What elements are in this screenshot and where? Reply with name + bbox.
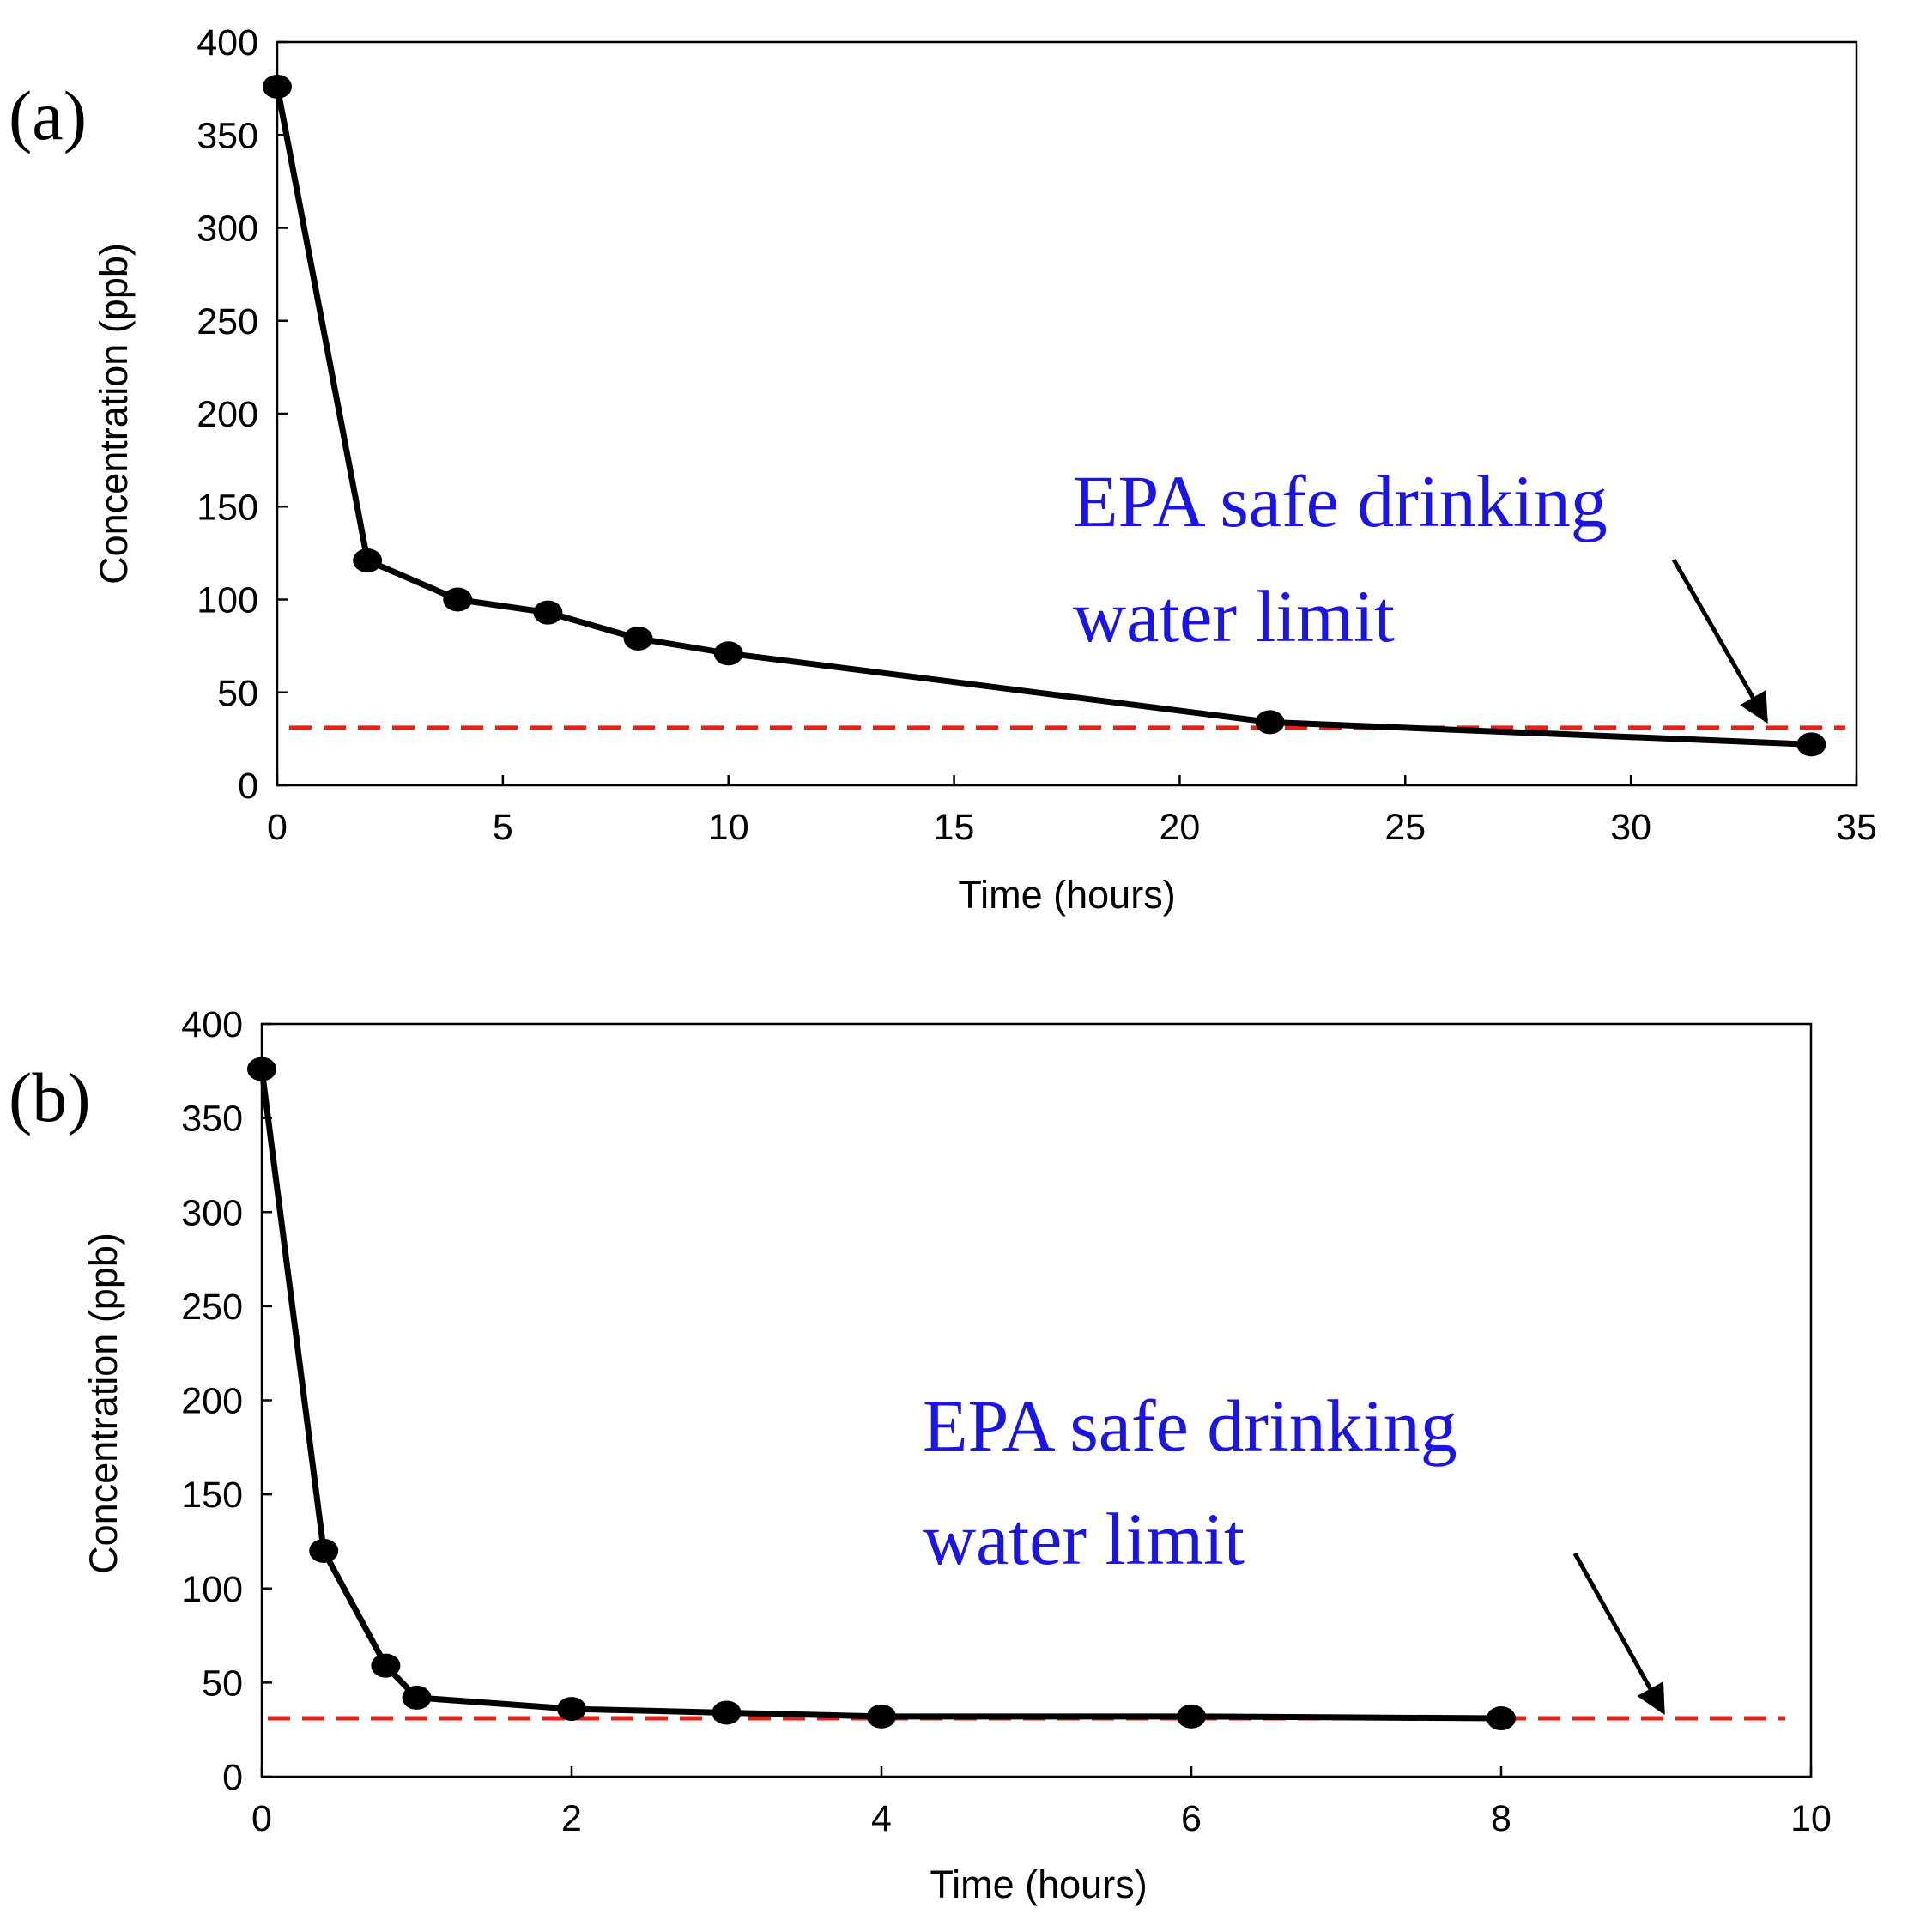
plot-frame (276, 40, 1858, 787)
x-tick-label: 6 (1181, 1798, 1202, 1839)
y-tick-label: 100 (181, 1569, 243, 1610)
data-point (557, 1697, 586, 1722)
y-tick-label: 50 (217, 673, 258, 714)
x-tick-label: 0 (251, 1798, 272, 1839)
y-axis-ticks: 0 50 100 150 200 250 300 350 400 (181, 1004, 272, 1798)
x-tick-label: 25 (1384, 807, 1426, 848)
y-axis-title: Concentration (ppb) (92, 243, 136, 584)
data-point (533, 600, 563, 625)
y-tick-label: 250 (197, 301, 258, 342)
y-tick-label: 350 (197, 115, 258, 156)
x-tick-label: 5 (493, 807, 513, 848)
x-tick-label: 35 (1836, 807, 1877, 848)
data-point (1487, 1706, 1516, 1731)
y-tick-label: 50 (202, 1662, 243, 1704)
x-tick-label: 20 (1160, 807, 1201, 848)
y-tick-label: 400 (181, 1004, 243, 1045)
data-point (713, 641, 743, 666)
x-axis-ticks: 0 5 10 15 20 25 30 35 (267, 775, 1877, 848)
x-axis-ticks: 0 2 4 6 8 10 (251, 1766, 1832, 1839)
y-tick-label: 200 (181, 1381, 243, 1422)
data-points (263, 74, 1826, 757)
data-point (247, 1057, 276, 1081)
annotation-line-2: water limit (1073, 575, 1395, 657)
data-point (263, 74, 292, 99)
x-axis-title: Time (hours) (958, 873, 1175, 917)
y-tick-label: 0 (222, 1757, 243, 1798)
y-axis-ticks: 0 50 100 150 200 250 300 350 400 (197, 22, 288, 807)
x-tick-label: 30 (1610, 807, 1651, 848)
y-tick-label: 300 (181, 1192, 243, 1233)
annotation-arrow (1671, 558, 1769, 724)
data-point (1255, 710, 1285, 735)
x-tick-label: 4 (871, 1798, 892, 1839)
chart-panel-b: (b) 0 50 100 150 200 250 300 350 400 0 2 4 6 8 10 Tim… (9, 1004, 1832, 1906)
data-point (1796, 732, 1826, 757)
x-tick-label: 10 (708, 807, 749, 848)
annotation-line-1: EPA safe drinking (1073, 460, 1608, 542)
panel-label: (a) (9, 76, 87, 154)
y-axis-title: Concentration (ppb) (82, 1232, 125, 1574)
x-tick-label: 2 (561, 1798, 582, 1839)
data-point (712, 1700, 742, 1725)
x-tick-label: 0 (267, 807, 288, 848)
data-point (309, 1538, 339, 1563)
y-tick-label: 100 (197, 580, 258, 621)
chart-panel-a: (a) 0 50 100 150 200 250 300 350 400 0 5 10 15 20 25 3… (9, 22, 1877, 917)
annotation-line-2: water limit (923, 1498, 1245, 1580)
y-tick-label: 400 (197, 22, 258, 64)
annotation-arrow (1572, 1552, 1666, 1716)
data-point (353, 548, 383, 573)
x-axis-title: Time (hours) (930, 1862, 1147, 1906)
data-point (443, 587, 473, 612)
annotation-line-1: EPA safe drinking (923, 1384, 1457, 1467)
y-tick-label: 300 (197, 209, 258, 250)
data-point (1177, 1704, 1206, 1729)
x-tick-label: 10 (1790, 1798, 1832, 1839)
data-points (247, 1057, 1516, 1731)
x-tick-label: 15 (934, 807, 975, 848)
y-tick-label: 350 (181, 1099, 243, 1140)
x-tick-label: 8 (1491, 1798, 1511, 1839)
y-tick-label: 200 (197, 394, 258, 435)
y-tick-label: 250 (181, 1287, 243, 1328)
y-tick-label: 150 (197, 487, 258, 528)
panel-label: (b) (9, 1058, 91, 1136)
data-point (371, 1653, 401, 1678)
data-point (623, 626, 653, 651)
series-line (274, 86, 1812, 748)
data-point (402, 1685, 432, 1710)
data-point (867, 1704, 896, 1729)
y-tick-label: 150 (181, 1475, 243, 1516)
y-tick-label: 0 (238, 766, 258, 807)
